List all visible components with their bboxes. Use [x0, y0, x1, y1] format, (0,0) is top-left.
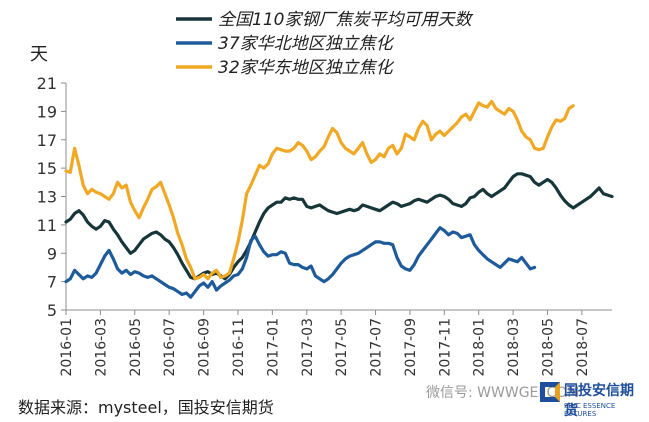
x-tick-label: 2016-07 — [162, 318, 178, 377]
y-tick-label: 11 — [37, 216, 57, 235]
x-tick-label: 2017-05 — [334, 318, 350, 377]
series-group — [64, 99, 614, 299]
x-tick-label: 2017-01 — [265, 318, 281, 377]
x-tick-label: 2016-05 — [128, 318, 144, 377]
x-tick-label: 2016-03 — [93, 318, 109, 377]
legend: 全国110家钢厂焦炭平均可用天数 37家华北地区独立焦化 32家华东地区独立焦化 — [176, 10, 473, 78]
x-tick-label: 2017-03 — [300, 318, 316, 377]
x-tick-label: 2018-01 — [472, 318, 488, 377]
x-tick-label: 2018-03 — [506, 318, 522, 377]
source-note: 数据来源：mysteel，国投安信期货 — [18, 398, 274, 417]
x-tick-label: 2017-11 — [437, 318, 453, 377]
x-axis: 2016-01 2016-03 2016-05 2016-07 2016-09 2016-… — [59, 309, 612, 377]
company-logo: 国投安信期货 SDIC ESSENCE FUTURES — [540, 380, 646, 419]
x-tick-label: 2017-09 — [403, 318, 419, 377]
y-tick-label: 9 — [47, 244, 57, 263]
y-tick-label: 7 — [47, 273, 57, 292]
y-tick-label: 19 — [37, 102, 57, 121]
x-tick-label: 2016-01 — [59, 318, 75, 377]
logo-mark-icon — [540, 382, 560, 402]
logo-name-en: SDIC ESSENCE FUTURES — [564, 402, 616, 418]
legend-label-1: 37家华北地区独立焦化 — [218, 34, 395, 54]
y-axis-unit-label: 天 — [30, 44, 48, 65]
y-tick-label: 13 — [37, 188, 57, 207]
legend-label-0: 全国110家钢厂焦炭平均可用天数 — [218, 10, 473, 30]
y-tick-label: 5 — [47, 301, 57, 320]
y-tick-label: 21 — [37, 74, 57, 93]
y-tick-label: 17 — [37, 131, 57, 150]
x-tick-label: 2016-11 — [231, 318, 247, 377]
y-axis: 5 7 9 11 13 15 17 19 21 — [37, 74, 67, 320]
y-tick-label: 15 — [37, 159, 57, 178]
x-tick-label: 2018-05 — [541, 318, 557, 377]
series-line-2 — [64, 99, 575, 281]
x-tick-label: 2016-09 — [197, 318, 213, 377]
series-line-1 — [64, 226, 537, 299]
logo-name-cn: 国投安信期货 — [564, 383, 634, 419]
series-line-0 — [64, 172, 614, 281]
x-tick-label: 2017-07 — [369, 318, 385, 377]
legend-label-2: 32家华东地区独立焦化 — [218, 58, 395, 78]
x-tick-label: 2018-07 — [575, 318, 591, 377]
